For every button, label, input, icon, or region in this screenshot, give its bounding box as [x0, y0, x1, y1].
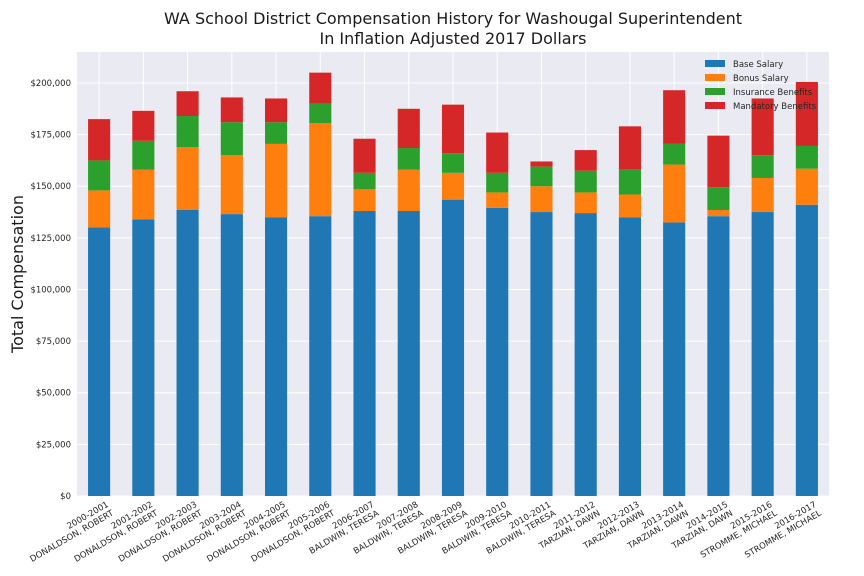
bar-base-salary-14: [707, 216, 730, 496]
bar-insurance-benefits-3: [220, 122, 243, 156]
legend-label: Insurance Benefits: [733, 88, 813, 98]
legend-swatch-mandatory-benefits: [705, 102, 725, 109]
y-tick-label: $100,000: [30, 285, 71, 295]
bar-bonus-salary-3: [220, 155, 243, 215]
legend-label: Base Salary: [733, 60, 783, 70]
chart-title: WA School District Compensation History …: [164, 9, 742, 28]
bar-bonus-salary-11: [574, 192, 597, 214]
bar-bonus-salary-2: [176, 146, 199, 210]
bar-mandatory-benefits-14: [707, 135, 730, 188]
bar-insurance-benefits-8: [441, 153, 465, 173]
bar-mandatory-benefits-8: [441, 104, 465, 154]
bar-mandatory-benefits-1: [132, 110, 155, 141]
bar-base-salary-2: [176, 209, 199, 497]
bar-insurance-benefits-12: [618, 169, 641, 195]
bar-insurance-benefits-15: [751, 155, 774, 178]
bar-mandatory-benefits-7: [397, 108, 420, 149]
bar-base-salary-12: [618, 217, 641, 497]
y-tick-label: $0: [60, 492, 71, 502]
bar-bonus-salary-7: [397, 169, 420, 212]
bar-mandatory-benefits-4: [265, 98, 288, 123]
legend-swatch-bonus-salary: [705, 74, 725, 81]
y-tick-label: $175,000: [30, 131, 71, 141]
bar-bonus-salary-15: [751, 177, 774, 213]
bar-insurance-benefits-0: [88, 160, 111, 191]
bar-base-salary-5: [309, 216, 332, 496]
legend-swatch-base-salary: [705, 60, 725, 67]
y-axis-label: Total Compensation: [8, 195, 27, 354]
bar-mandatory-benefits-3: [220, 97, 243, 123]
bar-bonus-salary-14: [707, 209, 730, 217]
bars: [88, 72, 818, 497]
y-tick-label: $25,000: [36, 440, 71, 450]
y-tick-label: $50,000: [36, 389, 71, 399]
bar-insurance-benefits-10: [530, 166, 553, 187]
bar-bonus-salary-6: [353, 189, 376, 212]
bar-bonus-salary-4: [265, 143, 288, 218]
bar-base-salary-0: [88, 227, 111, 496]
chart-subtitle: In Inflation Adjusted 2017 Dollars: [319, 29, 586, 48]
bar-mandatory-benefits-2: [176, 91, 199, 117]
bar-insurance-benefits-9: [486, 172, 509, 193]
bar-mandatory-benefits-13: [663, 90, 686, 144]
bar-insurance-benefits-11: [574, 170, 597, 193]
bar-insurance-benefits-7: [397, 148, 420, 170]
bar-base-salary-1: [132, 219, 155, 496]
legend-label: Bonus Salary: [733, 74, 789, 84]
bar-bonus-salary-16: [795, 168, 818, 205]
bar-mandatory-benefits-9: [486, 132, 509, 173]
legend: Base Salary Bonus Salary Insurance Benefit…: [705, 60, 817, 112]
bar-base-salary-4: [265, 217, 288, 497]
bar-base-salary-13: [663, 222, 686, 497]
bar-base-salary-3: [220, 214, 243, 496]
bar-insurance-benefits-6: [353, 172, 376, 190]
bar-bonus-salary-8: [441, 172, 465, 200]
bar-insurance-benefits-13: [663, 143, 686, 165]
bar-bonus-salary-12: [618, 194, 641, 218]
bar-insurance-benefits-2: [176, 116, 199, 147]
bar-mandatory-benefits-15: [751, 98, 774, 156]
bar-bonus-salary-1: [132, 169, 155, 220]
legend-label: Mandatory Benefits: [733, 102, 817, 112]
y-axis-ticks: $0 $25,000 $50,000 $75,000 $100,000 $125,000 $…: [30, 79, 71, 502]
bar-bonus-salary-9: [486, 192, 509, 208]
bar-bonus-salary-0: [88, 190, 111, 228]
bar-base-salary-15: [751, 212, 774, 496]
y-tick-label: $150,000: [30, 182, 71, 192]
bar-base-salary-10: [530, 212, 553, 496]
bar-bonus-salary-13: [663, 164, 686, 223]
bar-insurance-benefits-4: [265, 122, 288, 144]
bar-mandatory-benefits-16: [795, 81, 818, 146]
y-tick-label: $75,000: [36, 337, 71, 347]
bar-mandatory-benefits-6: [353, 138, 376, 173]
bar-mandatory-benefits-11: [574, 150, 597, 171]
bar-insurance-benefits-14: [707, 187, 730, 210]
y-tick-label: $200,000: [30, 79, 71, 89]
bar-insurance-benefits-1: [132, 140, 155, 170]
bar-base-salary-8: [441, 199, 465, 496]
bar-insurance-benefits-5: [309, 103, 332, 124]
bar-mandatory-benefits-10: [530, 161, 553, 167]
bar-mandatory-benefits-12: [618, 126, 641, 170]
bar-mandatory-benefits-5: [309, 72, 332, 104]
bar-mandatory-benefits-0: [88, 119, 111, 161]
bar-insurance-benefits-16: [795, 145, 818, 169]
bar-base-salary-16: [795, 204, 818, 496]
bar-base-salary-6: [353, 211, 376, 496]
bar-bonus-salary-10: [530, 186, 553, 213]
bar-base-salary-7: [397, 211, 420, 496]
y-tick-label: $125,000: [30, 234, 71, 244]
legend-swatch-insurance-benefits: [705, 88, 725, 95]
bar-base-salary-9: [486, 207, 509, 497]
bar-base-salary-11: [574, 213, 597, 496]
bar-bonus-salary-5: [309, 123, 332, 217]
